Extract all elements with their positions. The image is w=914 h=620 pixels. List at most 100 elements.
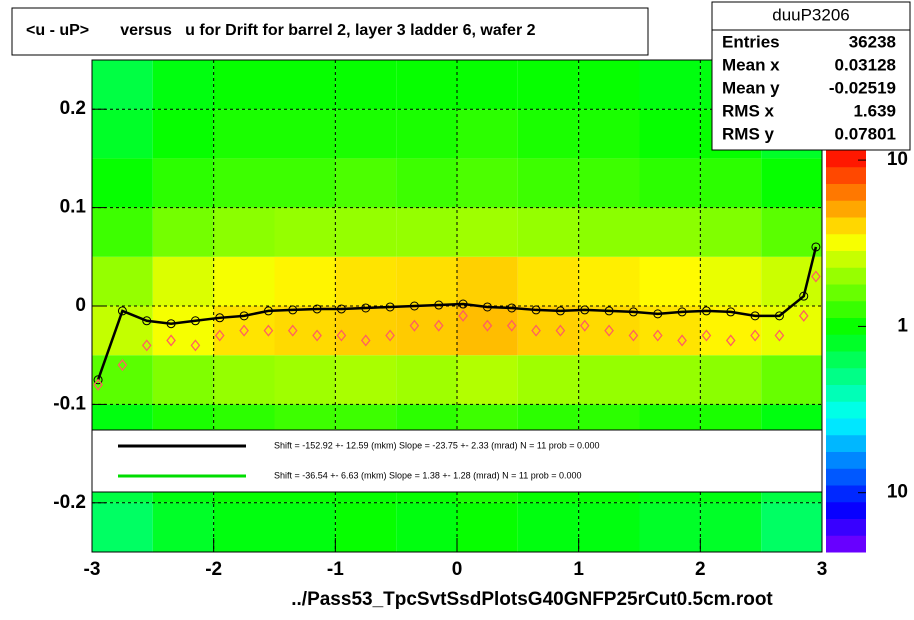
heat-cell (700, 207, 762, 257)
stats-label: RMS x (722, 101, 775, 120)
heat-cell (335, 60, 397, 110)
x-tick-label: 1 (573, 559, 584, 580)
heat-cell (396, 355, 457, 405)
heat-cell (152, 60, 214, 110)
mean-marker (434, 300, 444, 310)
mean-marker (701, 306, 711, 316)
legend-box (91, 429, 823, 493)
heat-cell (335, 109, 397, 159)
heat-cell (396, 502, 457, 552)
z-tick-label: 1 (897, 315, 908, 336)
heat-cell (335, 207, 397, 257)
heat-cell (517, 355, 579, 405)
chart-title: <u - uP> versus u for Drift for barrel 2… (26, 22, 536, 39)
heat-cell (517, 502, 579, 552)
heat-cell (517, 109, 579, 159)
diamond-marker (482, 319, 493, 332)
heat-cell (517, 306, 579, 356)
frame (91, 59, 823, 553)
heat-cell (396, 306, 457, 356)
heat-cell (274, 158, 336, 208)
diamond-marker (287, 324, 298, 337)
mean-marker (677, 307, 687, 317)
mean-marker (215, 313, 225, 323)
diamond-marker (811, 270, 821, 283)
mean-marker (288, 305, 298, 315)
y-tick-label: -0.1 (53, 393, 86, 414)
heat-cell (213, 207, 275, 257)
color-bar-cell (826, 535, 866, 553)
heat-cell (700, 502, 762, 552)
color-bar-cell (826, 451, 866, 469)
heat-cell (274, 60, 336, 110)
legend-text: Shift = -36.54 +- 6.63 (mkm) Slope = 1.3… (274, 470, 582, 480)
heat-cell (213, 256, 275, 306)
x-tick-label: 3 (817, 559, 828, 580)
heat-cell (761, 158, 822, 208)
heat-cell (92, 256, 153, 306)
stats-value: -0.02519 (829, 78, 896, 97)
color-bar-cell (826, 434, 866, 452)
heat-cell (274, 306, 336, 356)
heat-cell (92, 355, 153, 405)
diamond-marker (360, 334, 371, 347)
mean-marker (117, 306, 127, 316)
diamond-marker (677, 334, 687, 347)
color-bar-cell (826, 150, 866, 168)
x-tick-label: 2 (695, 559, 706, 580)
heat-cell (396, 158, 457, 208)
mean-marker (93, 375, 103, 385)
heat-cell (396, 256, 457, 306)
diamond-marker (214, 329, 225, 342)
heat-cell (92, 109, 153, 159)
mean-marker (482, 302, 492, 312)
heat-cell (335, 502, 397, 552)
stats-label: RMS y (722, 124, 775, 143)
diamond-marker (725, 334, 736, 347)
mean-marker (312, 304, 322, 314)
diamond-marker (141, 339, 152, 352)
diamond-marker (166, 334, 176, 347)
diamond-marker (433, 319, 444, 332)
mean-marker (239, 311, 249, 321)
heat-cell (92, 502, 153, 552)
heatmap (92, 60, 822, 552)
heat-cell (700, 256, 762, 306)
legend-text: Shift = -152.92 +- 12.59 (mkm) Slope = -… (274, 440, 600, 450)
color-bar-cell (826, 284, 866, 302)
heat-cell (639, 256, 701, 306)
color-bar: 10 1 10 (826, 149, 908, 553)
mean-marker (726, 307, 736, 317)
color-bar-cell (826, 300, 866, 318)
diamond-marker (190, 339, 201, 352)
mean-marker (604, 306, 614, 316)
color-bar-cell (826, 317, 866, 335)
heat-cell (396, 109, 457, 159)
diamond-marker (506, 319, 517, 332)
title-box: <u - uP> versus u for Drift for barrel 2… (11, 7, 649, 56)
heat-cell (335, 355, 397, 405)
stats-label: Mean y (722, 78, 780, 97)
mean-marker (385, 302, 395, 312)
heat-cell (761, 355, 822, 405)
mean-marker (263, 306, 273, 316)
diamond-marker (774, 329, 785, 342)
heat-cell (578, 60, 640, 110)
diamond-marker (263, 324, 274, 337)
heat-cell (457, 60, 518, 110)
z-tick-label: 10 (887, 149, 908, 170)
heat-cell (152, 306, 214, 356)
heat-cell (213, 158, 275, 208)
diamond-marker (239, 324, 249, 337)
mean-marker (580, 305, 590, 315)
mean-marker (142, 316, 152, 326)
heat-cell (335, 306, 397, 356)
diamond-marker (628, 329, 639, 342)
stats-label: Mean x (722, 55, 780, 74)
diamond-marker (93, 378, 103, 391)
heat-cell (396, 60, 457, 110)
mean-marker (799, 291, 809, 301)
diamond-marker (652, 329, 663, 342)
stats-title: duuP3206 (772, 5, 850, 24)
color-bar-cell (826, 233, 866, 251)
